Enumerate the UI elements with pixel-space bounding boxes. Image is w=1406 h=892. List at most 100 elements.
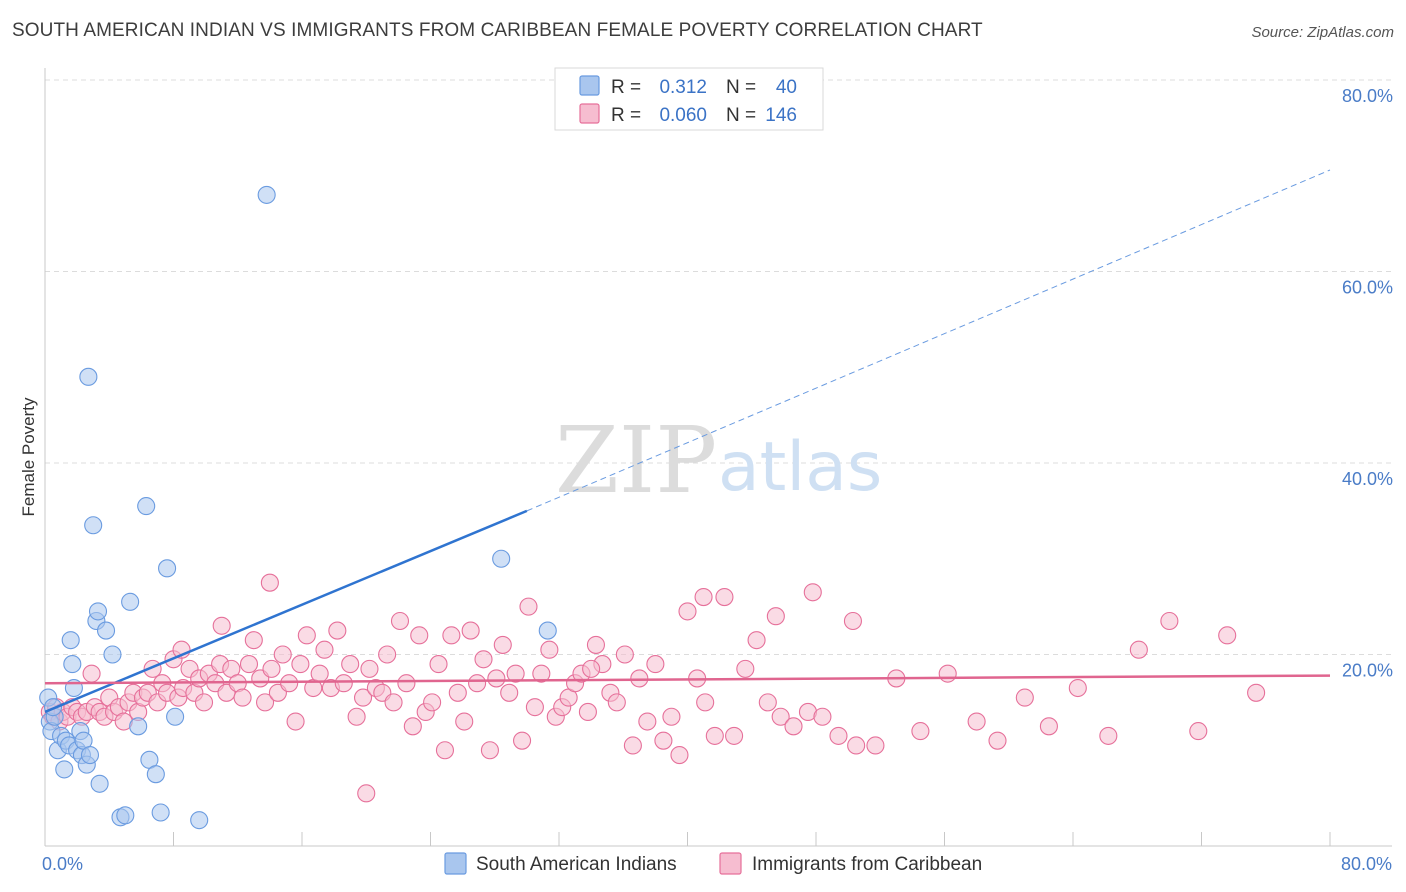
point-immigrants-from-caribbean (328, 621, 347, 640)
point-immigrants-from-caribbean (736, 659, 755, 678)
point-immigrants-from-caribbean (500, 683, 519, 702)
trend-line-south-american-indians (44, 509, 528, 714)
point-immigrants-from-caribbean (347, 707, 366, 726)
point-south-american-indians (190, 811, 209, 830)
point-immigrants-from-caribbean (273, 645, 292, 664)
legend-r-label-2: R = (611, 105, 641, 126)
point-immigrants-from-caribbean (487, 669, 506, 688)
watermark-zip: ZIP (555, 407, 717, 514)
x-tick-label-min: 0.0% (42, 854, 83, 874)
source-label: Source: ZipAtlas.com (1251, 24, 1394, 41)
points-layer (39, 185, 1266, 830)
point-immigrants-from-caribbean (357, 784, 376, 803)
series-legend-swatch-pink (719, 852, 742, 875)
point-immigrants-from-caribbean (525, 698, 544, 717)
point-immigrants-from-caribbean (938, 664, 957, 683)
point-immigrants-from-caribbean (390, 611, 410, 631)
point-immigrants-from-caribbean (353, 688, 373, 707)
x-tick-label-max: 80.0% (1341, 854, 1392, 874)
legend-swatch-pink (579, 103, 600, 124)
point-south-american-indians (55, 760, 74, 779)
point-immigrants-from-caribbean (378, 645, 397, 664)
point-immigrants-from-caribbean (1068, 678, 1087, 698)
point-south-american-indians (61, 631, 80, 650)
legend-swatch-blue (579, 75, 600, 96)
point-immigrants-from-caribbean (813, 707, 832, 726)
point-immigrants-from-caribbean (1189, 722, 1208, 741)
point-south-american-indians (88, 602, 108, 621)
y-tick-label: 40.0% (1342, 469, 1393, 489)
point-immigrants-from-caribbean (638, 712, 657, 731)
point-south-american-indians (63, 655, 82, 674)
point-south-american-indians (79, 367, 98, 386)
point-immigrants-from-caribbean (310, 664, 329, 683)
legend-n-label-2: N = (726, 105, 756, 126)
point-immigrants-from-caribbean (540, 640, 559, 659)
point-immigrants-from-caribbean (82, 664, 101, 683)
point-immigrants-from-caribbean (1247, 683, 1266, 702)
point-immigrants-from-caribbean (468, 674, 487, 693)
point-immigrants-from-caribbean (911, 722, 930, 741)
point-immigrants-from-caribbean (623, 736, 642, 755)
y-tick-label: 80.0% (1342, 86, 1393, 106)
point-south-american-indians (151, 803, 170, 822)
point-immigrants-from-caribbean (829, 726, 848, 745)
stats-legend: R = 0.312 N = 40 R = 0.060 N = 146 (554, 67, 824, 131)
point-immigrants-from-caribbean (847, 736, 866, 755)
point-south-american-indians (146, 765, 165, 784)
x-ticks (44, 832, 1331, 846)
point-south-american-indians (103, 645, 122, 664)
point-immigrants-from-caribbean (435, 741, 455, 760)
point-immigrants-from-caribbean (493, 635, 512, 654)
point-immigrants-from-caribbean (866, 736, 885, 755)
point-immigrants-from-caribbean (678, 602, 697, 621)
trend-layer (44, 169, 1331, 714)
point-south-american-indians (257, 185, 276, 204)
trend-line-immigrants-from-caribbean (44, 674, 1331, 685)
point-immigrants-from-caribbean (1015, 688, 1034, 707)
point-immigrants-from-caribbean (442, 626, 461, 645)
point-immigrants-from-caribbean (315, 640, 334, 659)
point-immigrants-from-caribbean (429, 655, 448, 674)
point-south-american-indians (158, 559, 177, 578)
point-immigrants-from-caribbean (654, 731, 673, 750)
point-immigrants-from-caribbean (474, 650, 493, 669)
point-south-american-indians (166, 707, 185, 726)
point-immigrants-from-caribbean (662, 707, 681, 726)
point-south-american-indians (129, 717, 148, 736)
point-immigrants-from-caribbean (239, 655, 259, 674)
y-axis-title: Female Poverty (19, 397, 38, 517)
point-immigrants-from-caribbean (334, 674, 353, 693)
point-immigrants-from-caribbean (423, 693, 442, 712)
point-south-american-indians (84, 516, 103, 535)
point-immigrants-from-caribbean (607, 693, 626, 712)
point-immigrants-from-caribbean (286, 712, 305, 731)
point-immigrants-from-caribbean (233, 688, 252, 707)
point-immigrants-from-caribbean (725, 726, 744, 745)
point-immigrants-from-caribbean (448, 683, 467, 702)
point-immigrants-from-caribbean (461, 621, 480, 640)
point-immigrants-from-caribbean (291, 655, 310, 674)
point-south-american-indians (492, 549, 511, 568)
point-immigrants-from-caribbean (1129, 640, 1148, 659)
y-tick-label: 20.0% (1342, 661, 1393, 681)
point-immigrants-from-caribbean (670, 745, 689, 765)
series-legend-label-blue: South American Indians (476, 854, 677, 875)
point-immigrants-from-caribbean (262, 659, 281, 678)
point-south-american-indians (80, 745, 100, 765)
series-legend-swatch-blue (444, 852, 467, 875)
point-immigrants-from-caribbean (513, 731, 532, 750)
series-legend: South American Indians Immigrants from C… (444, 852, 982, 875)
point-immigrants-from-caribbean (519, 597, 538, 616)
point-immigrants-from-caribbean (280, 674, 299, 693)
trend-line-extension-south-american-indians (526, 169, 1331, 512)
point-immigrants-from-caribbean (694, 587, 713, 607)
gridlines (45, 79, 1392, 655)
point-immigrants-from-caribbean (578, 702, 597, 722)
point-immigrants-from-caribbean (696, 693, 715, 712)
point-immigrants-from-caribbean (646, 655, 665, 674)
point-immigrants-from-caribbean (455, 712, 474, 731)
point-immigrants-from-caribbean (212, 616, 231, 635)
legend-r-value-2: 0.060 (659, 105, 707, 126)
point-immigrants-from-caribbean (784, 717, 803, 736)
